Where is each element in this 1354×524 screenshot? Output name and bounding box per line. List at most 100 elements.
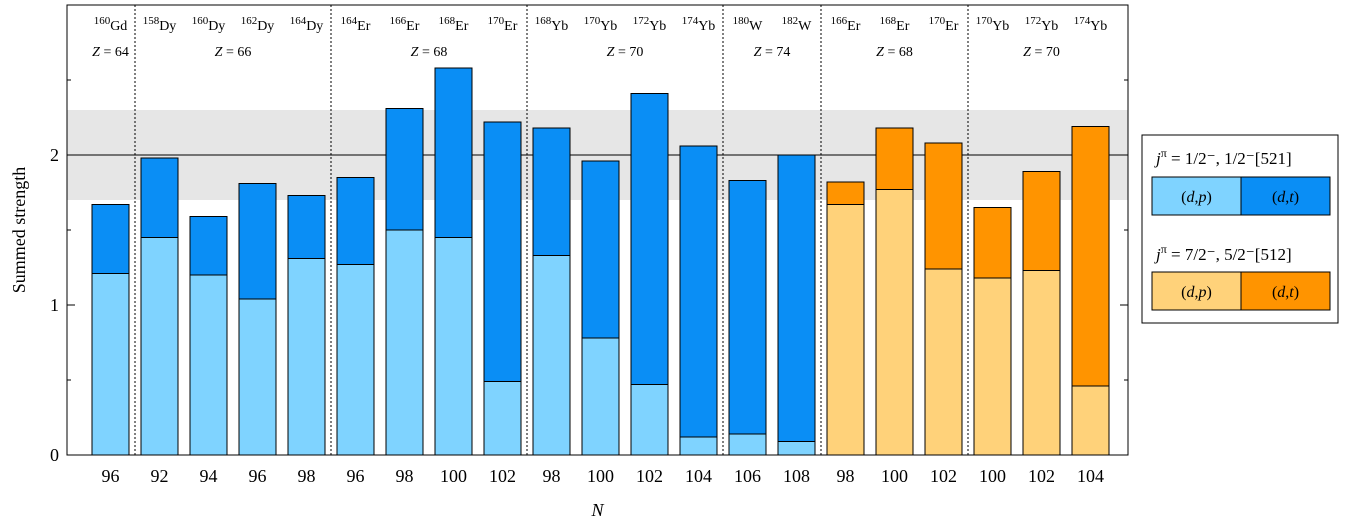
y-tick-label: 2: [50, 145, 59, 165]
x-tick-label: 100: [979, 466, 1006, 486]
legend-label: (d,p): [1181, 189, 1212, 206]
z-label: Z = 64: [92, 45, 129, 60]
x-axis-title: N: [590, 500, 604, 520]
isotope-label: 180W: [733, 15, 764, 34]
isotope-label: 158Dy: [143, 15, 177, 34]
bar-dt-18: [973, 207, 1012, 279]
isotope-label: 162Dy: [241, 15, 275, 34]
y-axis-title: Summed strength: [9, 167, 29, 294]
x-tick-label: 108: [783, 466, 810, 486]
x-tick-label: 102: [489, 466, 516, 486]
isotope-label: 164Dy: [290, 15, 324, 34]
bar-dt-3: [238, 183, 277, 300]
legend-title: jπ = 1/2⁻, 1/2⁻[521]: [1154, 146, 1292, 168]
bar-dp-6: [385, 229, 424, 456]
bar-dp-11: [630, 384, 669, 456]
isotope-label: 168Er: [439, 15, 469, 34]
bar-dt-5: [336, 177, 375, 265]
legend-label: (d,t): [1272, 189, 1299, 206]
x-tick-label: 98: [396, 466, 414, 486]
legend-swatch-dp: [1151, 176, 1242, 216]
legend-label: (d,p): [1181, 284, 1212, 301]
bar-dt-4: [287, 195, 326, 259]
y-tick-label: 1: [50, 295, 59, 315]
bar-dp-5: [336, 264, 375, 456]
x-tick-label: 96: [102, 466, 120, 486]
bar-dt-9: [532, 127, 571, 256]
legend-swatch-dp: [1151, 271, 1242, 311]
isotope-label: 164Er: [341, 15, 371, 34]
bar-dt-10: [581, 160, 620, 339]
bar-dp-15: [826, 204, 865, 456]
bar-dt-20: [1071, 126, 1110, 387]
x-tick-label: 96: [347, 466, 365, 486]
isotope-label: 166Er: [831, 15, 861, 34]
bar-dp-10: [581, 337, 620, 456]
isotope-label: 182W: [782, 15, 813, 34]
bar-dp-4: [287, 258, 326, 456]
bar-dt-6: [385, 108, 424, 231]
bar-dp-16: [875, 189, 914, 456]
x-tick-label: 106: [734, 466, 761, 486]
x-tick-label: 104: [1077, 466, 1104, 486]
bar-dp-18: [973, 277, 1012, 456]
x-tick-label: 98: [543, 466, 561, 486]
z-label: Z = 66: [215, 45, 252, 60]
isotope-label: 160Gd: [94, 15, 128, 34]
x-tick-label: 92: [151, 466, 169, 486]
legend-swatch-dt: [1240, 271, 1331, 311]
z-label: Z = 68: [876, 45, 913, 60]
bar-dt-2: [189, 216, 228, 276]
bar-dp-7: [434, 237, 473, 456]
bar-dp-1: [140, 237, 179, 456]
bar-dt-14: [777, 154, 816, 442]
isotope-label: 168Yb: [535, 15, 569, 34]
x-tick-label: 104: [685, 466, 712, 486]
isotope-label: 170Yb: [584, 15, 618, 34]
x-tick-label: 100: [881, 466, 908, 486]
bar-dt-12: [679, 145, 718, 438]
bar-dt-0: [91, 204, 130, 274]
isotope-label: 174Yb: [1074, 15, 1108, 34]
bar-dt-17: [924, 142, 963, 270]
bar-dp-9: [532, 255, 571, 456]
x-tick-label: 96: [249, 466, 267, 486]
x-tick-label: 100: [440, 466, 467, 486]
x-tick-label: 102: [1028, 466, 1055, 486]
bar-dt-8: [483, 121, 522, 382]
bar-dp-12: [679, 436, 718, 456]
bar-dp-2: [189, 274, 228, 456]
x-tick-label: 94: [200, 466, 218, 486]
isotope-label: 168Er: [880, 15, 910, 34]
bars: [91, 67, 1110, 456]
isotope-label: 160Dy: [192, 15, 226, 34]
x-tick-label: 102: [636, 466, 663, 486]
legend-label: (d,t): [1272, 284, 1299, 301]
z-label: Z = 68: [411, 45, 448, 60]
z-label: Z = 70: [1023, 45, 1060, 60]
x-tick-label: 100: [587, 466, 614, 486]
legend-title: jπ = 7/2⁻, 5/2⁻[512]: [1154, 242, 1292, 264]
bar-dt-11: [630, 93, 669, 385]
bar-dt-15: [826, 181, 865, 205]
bar-dt-16: [875, 127, 914, 190]
x-tick-label: 98: [837, 466, 855, 486]
bar-dp-19: [1022, 270, 1061, 456]
bar-dt-13: [728, 180, 767, 435]
isotope-label: 170Yb: [976, 15, 1010, 34]
bar-dp-8: [483, 381, 522, 456]
axes: 0 1 2 96 92 94 96 98 96 98 100 102 98 100 102 104 106 108…: [50, 4, 1129, 486]
x-tick-label: 102: [930, 466, 957, 486]
isotope-label: 172Yb: [1025, 15, 1059, 34]
x-tick-label: 98: [298, 466, 316, 486]
legend-swatch-dt: [1240, 176, 1331, 216]
legend: jπ = 1/2⁻, 1/2⁻[521] (d,p) (d,t) jπ = 7/2⁻,…: [1141, 134, 1339, 324]
bar-dt-1: [140, 157, 179, 238]
bar-dp-14: [777, 441, 816, 456]
y-tick-label: 0: [50, 445, 59, 465]
bar-dt-19: [1022, 171, 1061, 271]
bar-dp-0: [91, 273, 130, 456]
isotope-label: 174Yb: [682, 15, 716, 34]
isotope-label: 170Er: [929, 15, 959, 34]
